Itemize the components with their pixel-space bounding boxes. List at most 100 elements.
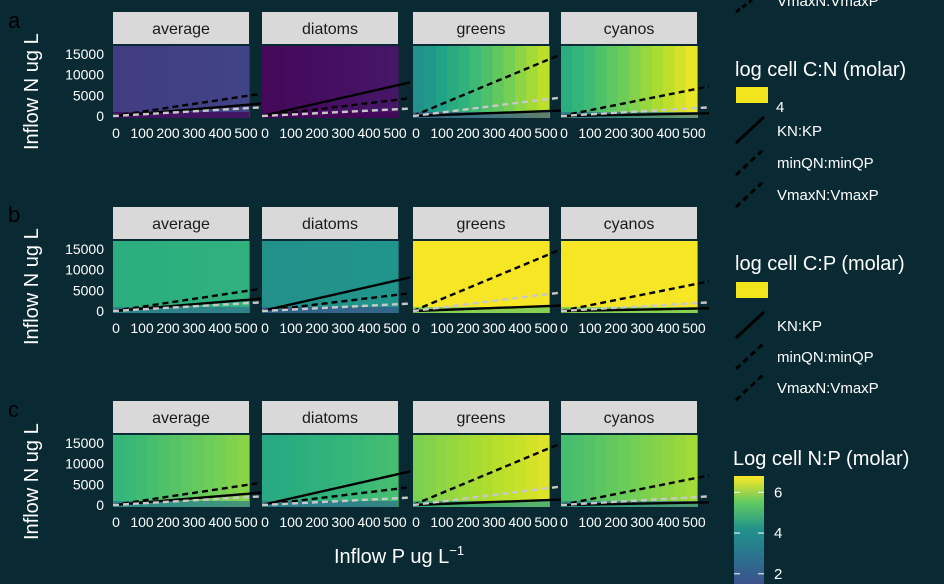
legend-c-tick-label-4: 4 [774,525,782,542]
line-minQN-minQP-cyanos [561,85,709,118]
heat-col-greens-7 [492,241,505,313]
x-tick-cyanos-100: 100 [578,320,602,336]
line-minQN-minQP-average [113,481,261,507]
heat-col-cyanos-3 [595,241,607,313]
strip-label-greens: greens [457,216,506,233]
legend-b-keys: KN:KP minQN:minQP VmaxN:VmaxP [734,310,879,402]
heat-col-cyanos-10 [674,435,687,507]
heat-col-cyanos-11 [685,241,698,313]
legend-b-key-line-0 [734,310,766,340]
x-tick-cyanos-400: 400 [656,125,680,141]
heat-col-cyanos-10 [674,241,687,313]
legend-c-tick-label-6: 6 [774,484,782,501]
heat-col-average-2 [135,46,148,118]
legend-a-keys: KN:KP minQN:minQP VmaxN:VmaxP [734,115,879,209]
strip-cyanos [561,401,697,433]
heat-col-greens-3 [447,46,459,118]
heat-col-greens-0 [413,241,425,313]
heat-col-cyanos-0 [561,241,573,313]
x-tick-average-0: 0 [112,125,120,141]
strip-label-average: average [152,410,210,427]
heat-lowN-band-average [113,112,249,118]
heat-col-diatoms-1 [273,46,286,118]
heat-col-cyanos-1 [572,46,585,118]
heat-col-average-1 [124,435,137,507]
heat-col-average-8 [203,241,216,313]
heat-col-cyanos-10 [674,46,687,118]
heat-col-average-7 [192,46,205,118]
x-tick-diatoms-200: 200 [305,125,329,141]
heat-col-average-7 [192,241,205,313]
heat-col-cyanos-5 [617,435,630,507]
facet-c-average: average 0 100 200 300 400 500 [112,401,261,530]
heat-col-cyanos-6 [629,241,641,313]
line-minQN-minQP-diatoms [262,292,410,313]
strip-label-diatoms: diatoms [302,410,358,427]
heat-col-cyanos-9 [663,435,675,507]
heat-col-cyanos-0 [561,46,573,118]
heat-col-greens-6 [481,435,493,507]
heat-col-diatoms-5 [318,46,331,118]
heat-col-diatoms-10 [375,46,388,118]
legend-c: Log cell N:P (molar) 2 4 6 [733,448,909,584]
x-tick-cyanos-300: 300 [630,125,654,141]
heat-col-cyanos-9 [663,46,675,118]
heat-col-greens-9 [515,46,527,118]
heat-col-greens-1 [424,46,437,118]
heat-col-diatoms-8 [352,46,365,118]
x-tick-cyanos-200: 200 [604,320,628,336]
y-tick-c-5000: 5000 [73,476,104,492]
row-a-ylabel: Inflow N ug L [21,33,43,150]
line-minQN-minQP-greens [413,248,561,313]
strip-label-greens: greens [457,21,506,38]
heat-col-average-9 [215,435,227,507]
heat-col-diatoms-6 [330,46,342,118]
heat-col-cyanos-1 [572,435,585,507]
line-VmaxN-VmaxP-average [113,106,261,118]
heat-col-average-8 [203,435,216,507]
y-tick-b-10000: 10000 [65,262,104,278]
x-tick-greens-100: 100 [430,125,454,141]
x-tick-cyanos-300: 300 [630,514,654,530]
line-KN-KP-diatoms [262,276,410,313]
line-minQN-minQP-greens [413,53,561,118]
heat-col-average-6 [181,46,193,118]
heat-col-average-9 [215,46,227,118]
heat-col-greens-5 [469,435,482,507]
legend-b-key-text-2: VmaxN:VmaxP [777,380,879,397]
heat-col-diatoms-3 [296,241,308,313]
x-tick-cyanos-500: 500 [682,125,706,141]
strip-average [113,401,249,433]
heat-col-greens-2 [435,241,448,313]
legend-a-key-text-0: KN:KP [777,123,822,140]
heat-col-cyanos-8 [651,241,664,313]
heat-col-average-11 [237,435,250,507]
y-tick-c-0: 0 [96,497,104,513]
x-tick-greens-400: 400 [508,320,532,336]
x-tick-diatoms-100: 100 [279,320,303,336]
heat-col-greens-2 [435,46,448,118]
x-tick-average-500: 500 [234,514,258,530]
heat-col-greens-9 [515,435,527,507]
heat-col-average-1 [124,241,137,313]
strip-label-cyanos: cyanos [604,216,655,233]
heat-col-diatoms-4 [307,46,320,118]
x-tick-average-0: 0 [112,514,120,530]
x-tick-diatoms-0: 0 [261,320,269,336]
legend-c-title: Log cell N:P (molar) [733,448,909,470]
x-axis-title-main: Inflow P ug L [334,546,449,568]
x-axis-title-exponent: −1 [449,543,464,558]
heat-col-diatoms-10 [375,241,388,313]
legend-c-tick-label-2: 2 [774,566,782,583]
strip-average [113,207,249,239]
heat-col-greens-3 [447,435,459,507]
heat-col-average-2 [135,241,148,313]
heat-col-greens-3 [447,241,459,313]
heat-col-cyanos-6 [629,46,641,118]
heat-col-cyanos-7 [640,241,653,313]
heat-col-greens-11 [537,435,550,507]
heat-col-greens-6 [481,46,493,118]
heat-col-cyanos-7 [640,435,653,507]
